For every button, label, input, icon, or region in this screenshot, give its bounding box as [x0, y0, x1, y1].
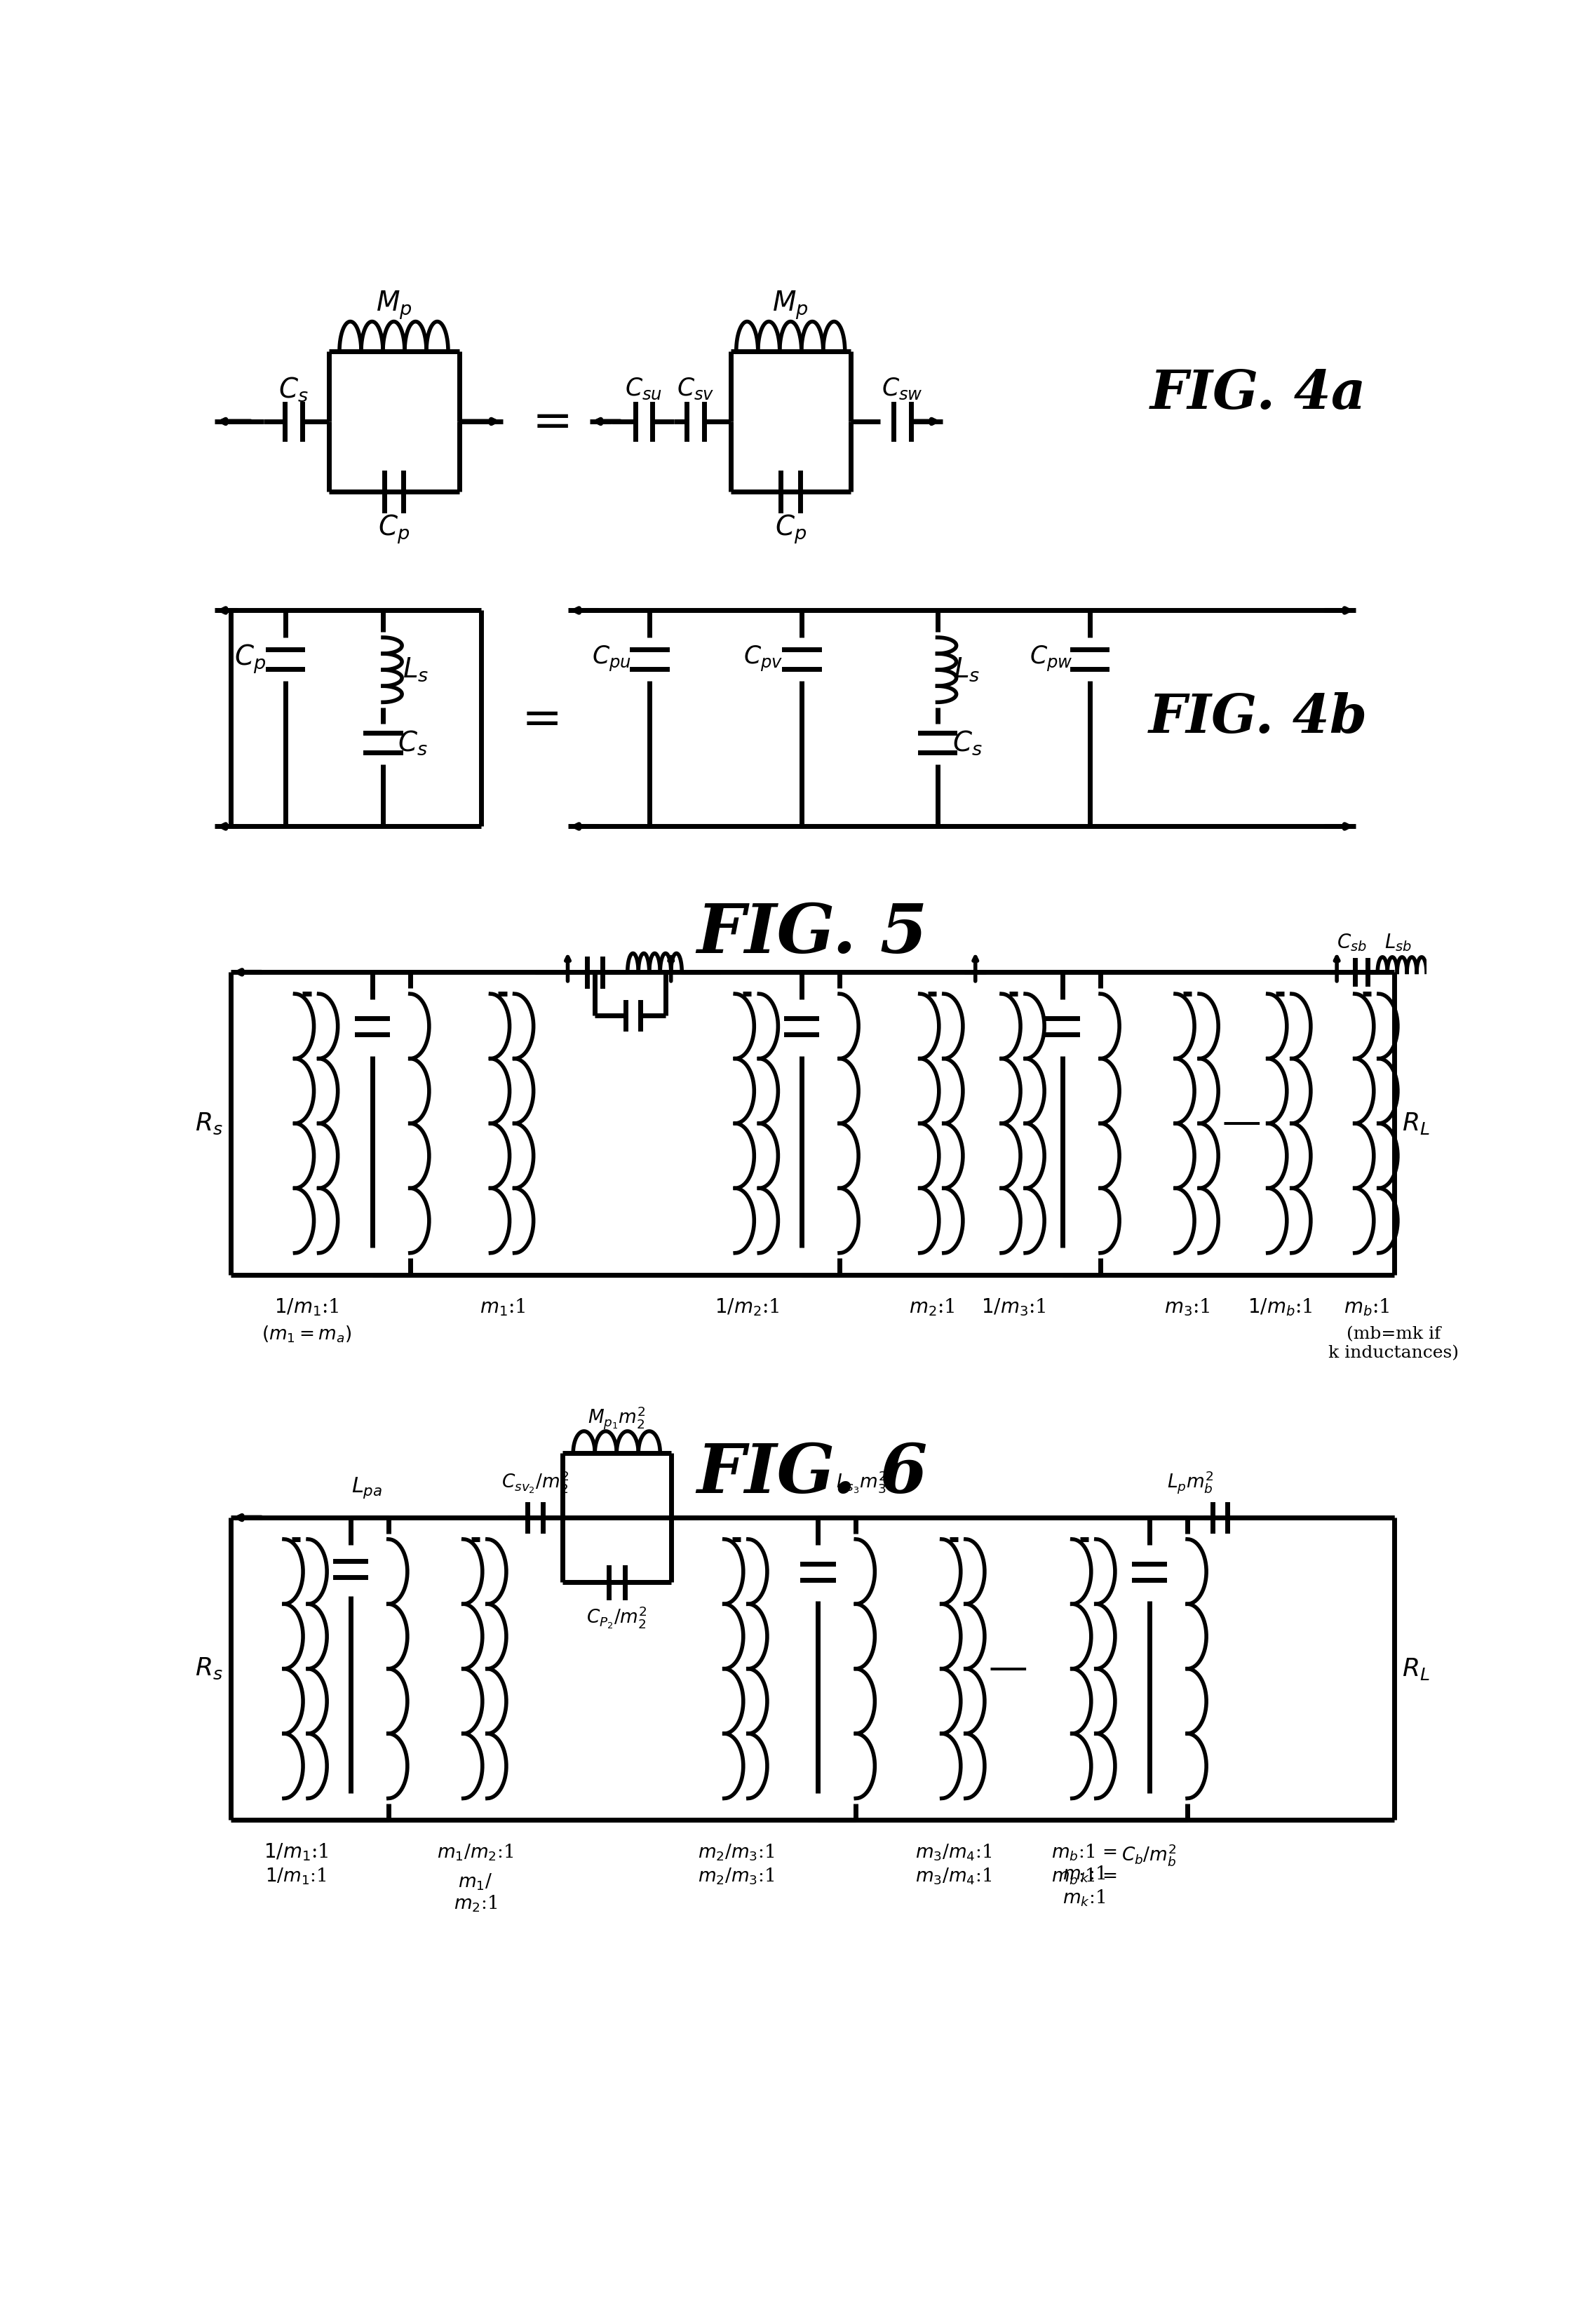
Text: $m_2$:1: $m_2$:1	[453, 1894, 498, 1913]
Text: $m_b$:1 =: $m_b$:1 =	[1051, 1866, 1117, 1887]
Text: $R_L$: $R_L$	[1401, 1111, 1430, 1136]
Text: $C_{pw}$: $C_{pw}$	[1030, 644, 1073, 674]
Text: $m_b$:1 =: $m_b$:1 =	[1051, 1843, 1117, 1862]
Text: $m_2$:1: $m_2$:1	[908, 1297, 954, 1318]
Text: $m_1$:1: $m_1$:1	[480, 1297, 525, 1318]
Text: $m_3/m_4$:1: $m_3/m_4$:1	[916, 1843, 992, 1862]
Text: $M_p$: $M_p$	[772, 288, 808, 321]
Text: $1/m_1$:1: $1/m_1$:1	[265, 1866, 327, 1887]
Text: $m_3$:1: $m_3$:1	[1165, 1297, 1211, 1318]
Text: $=$: $=$	[512, 695, 558, 741]
Text: $m_1/m_2$:1: $m_1/m_2$:1	[437, 1843, 514, 1862]
Text: $m_3/m_4$:1: $m_3/m_4$:1	[916, 1866, 992, 1887]
Text: $1/m_1$:1: $1/m_1$:1	[274, 1297, 339, 1318]
Text: (mb=mk if: (mb=mk if	[1347, 1327, 1441, 1341]
Text: $m_2/m_3$:1: $m_2/m_3$:1	[697, 1866, 775, 1887]
Text: $L_{s_3}m_3^2$: $L_{s_3}m_3^2$	[835, 1469, 886, 1494]
Text: $C_{sv}$: $C_{sv}$	[677, 376, 715, 402]
Text: $1/m_1$:1: $1/m_1$:1	[263, 1843, 328, 1864]
Text: $C_{sv_2}/m_2^2$: $C_{sv_2}/m_2^2$	[501, 1469, 569, 1494]
Text: —: —	[1222, 1104, 1262, 1143]
Text: $C_{su}$: $C_{su}$	[624, 376, 663, 402]
Text: $C_{P_2}/m_2^2$: $C_{P_2}/m_2^2$	[586, 1606, 647, 1629]
Text: $=$: $=$	[523, 397, 569, 444]
Text: $1/m_3$:1: $1/m_3$:1	[981, 1297, 1046, 1318]
Text: $C_s$: $C_s$	[398, 730, 428, 758]
Text: $m_k$:1: $m_k$:1	[1062, 1889, 1105, 1908]
Text: $R_s$: $R_s$	[195, 1111, 223, 1136]
Text: $C_b/m_b^2$: $C_b/m_b^2$	[1122, 1843, 1178, 1868]
Text: $C_p$: $C_p$	[377, 514, 409, 546]
Text: $m_2/m_3$:1: $m_2/m_3$:1	[697, 1843, 775, 1862]
Text: $C_p$: $C_p$	[235, 644, 266, 676]
Text: k inductances): k inductances)	[1328, 1346, 1460, 1362]
Text: FIG. 6: FIG. 6	[697, 1441, 927, 1508]
Text: $m_k$:1: $m_k$:1	[1062, 1864, 1105, 1885]
Text: $C_{pu}$: $C_{pu}$	[591, 644, 631, 674]
Text: $L_p m_b^2$: $L_p m_b^2$	[1167, 1469, 1213, 1494]
Text: $1/m_2$:1: $1/m_2$:1	[715, 1297, 780, 1318]
Text: $R_L$: $R_L$	[1401, 1657, 1430, 1680]
Text: $R_s$: $R_s$	[195, 1657, 223, 1680]
Text: $L_s$: $L_s$	[954, 655, 980, 683]
Text: $m_b$:1: $m_b$:1	[1344, 1297, 1390, 1318]
Text: $L_{pa}$: $L_{pa}$	[352, 1476, 382, 1499]
Text: $M_p$: $M_p$	[376, 288, 412, 321]
Text: FIG. 4b: FIG. 4b	[1149, 693, 1368, 744]
Text: FIG. 4a: FIG. 4a	[1149, 370, 1366, 421]
Text: $m_1/$: $m_1/$	[458, 1873, 493, 1892]
Text: FIG. 5: FIG. 5	[697, 902, 927, 967]
Text: $C_{sb}$: $C_{sb}$	[1336, 932, 1366, 953]
Text: $(m_1=m_a)$: $(m_1=m_a)$	[262, 1325, 352, 1343]
Text: $L_s$: $L_s$	[403, 655, 428, 683]
Text: —: —	[989, 1650, 1027, 1687]
Text: $C_{pv}$: $C_{pv}$	[743, 644, 783, 674]
Text: $C_s$: $C_s$	[953, 730, 983, 758]
Text: $1/m_b$:1: $1/m_b$:1	[1247, 1297, 1312, 1318]
Text: $L_{sb}$: $L_{sb}$	[1385, 932, 1412, 953]
Text: $M_{p_1}m_2^2$: $M_{p_1}m_2^2$	[588, 1404, 645, 1432]
Text: $C_s$: $C_s$	[279, 374, 307, 402]
Text: $C_{sw}$: $C_{sw}$	[881, 376, 922, 402]
Text: $C_p$: $C_p$	[775, 514, 807, 546]
